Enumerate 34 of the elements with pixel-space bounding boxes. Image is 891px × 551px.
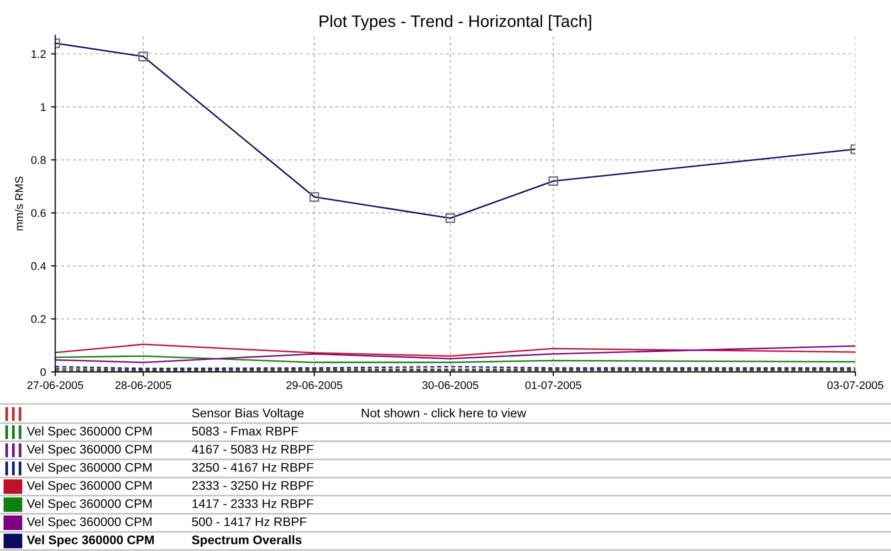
text: 500 - 1417 Hz RBPF [192, 517, 306, 526]
x-tick-label: 29-06-2005 [286, 381, 342, 390]
line-series [55, 355, 856, 364]
x-tick-label: 01-07-2005 [525, 381, 582, 390]
legend-label: Vel Spec 360000 CPM [26, 498, 152, 511]
line-series [55, 344, 856, 357]
y-tick-label: 0.8 [31, 156, 46, 164]
text: Sensor Bias Voltage [192, 408, 304, 420]
y-tick-label: 1 [40, 103, 46, 111]
legend-label: Vel Spec 360000 CPM [26, 426, 152, 438]
text: Spectrum Overalls [192, 535, 302, 547]
legend-label: Vel Spec 360000 CPM [26, 535, 154, 547]
text: 5083 - Fmax RBPF [192, 426, 298, 436]
legend-label: Vel Spec 360000 CPM [26, 444, 152, 456]
y-tick-label: 0.6 [31, 209, 46, 218]
legend-label: Vel Spec 360000 CPM [26, 516, 152, 529]
y-tick-label: 1.2 [32, 50, 46, 58]
chart-title: Plot Types - Trend - Horizontal [Tach] [320, 14, 592, 30]
text: 2333 - 3250 Hz RBPF [192, 481, 314, 490]
text: Not shown - click here to view [362, 408, 526, 418]
y-tick-label: 0 [40, 368, 46, 376]
text: 4167 - 5083 Hz RBPF [192, 444, 314, 454]
x-tick-label: 30-06-2005 [422, 381, 478, 390]
x-tick-label: 03-07-2005 [827, 381, 884, 390]
y-tick-label: 0.2 [31, 315, 46, 324]
x-tick-label: 27-06-2005 [27, 381, 84, 390]
legend-label: Vel Spec 360000 CPM [26, 462, 152, 474]
y-axis-title: mm/s RMS [14, 176, 24, 230]
y-tick-label: 0.4 [31, 262, 46, 270]
legend-label: Vel Spec 360000 CPM [26, 480, 152, 492]
line-series [55, 345, 856, 364]
text: 1417 - 2333 Hz RBPF [192, 499, 314, 508]
text: 3250 - 4167 Hz RBPF [192, 462, 314, 472]
x-tick-label: 28-06-2005 [115, 381, 172, 390]
